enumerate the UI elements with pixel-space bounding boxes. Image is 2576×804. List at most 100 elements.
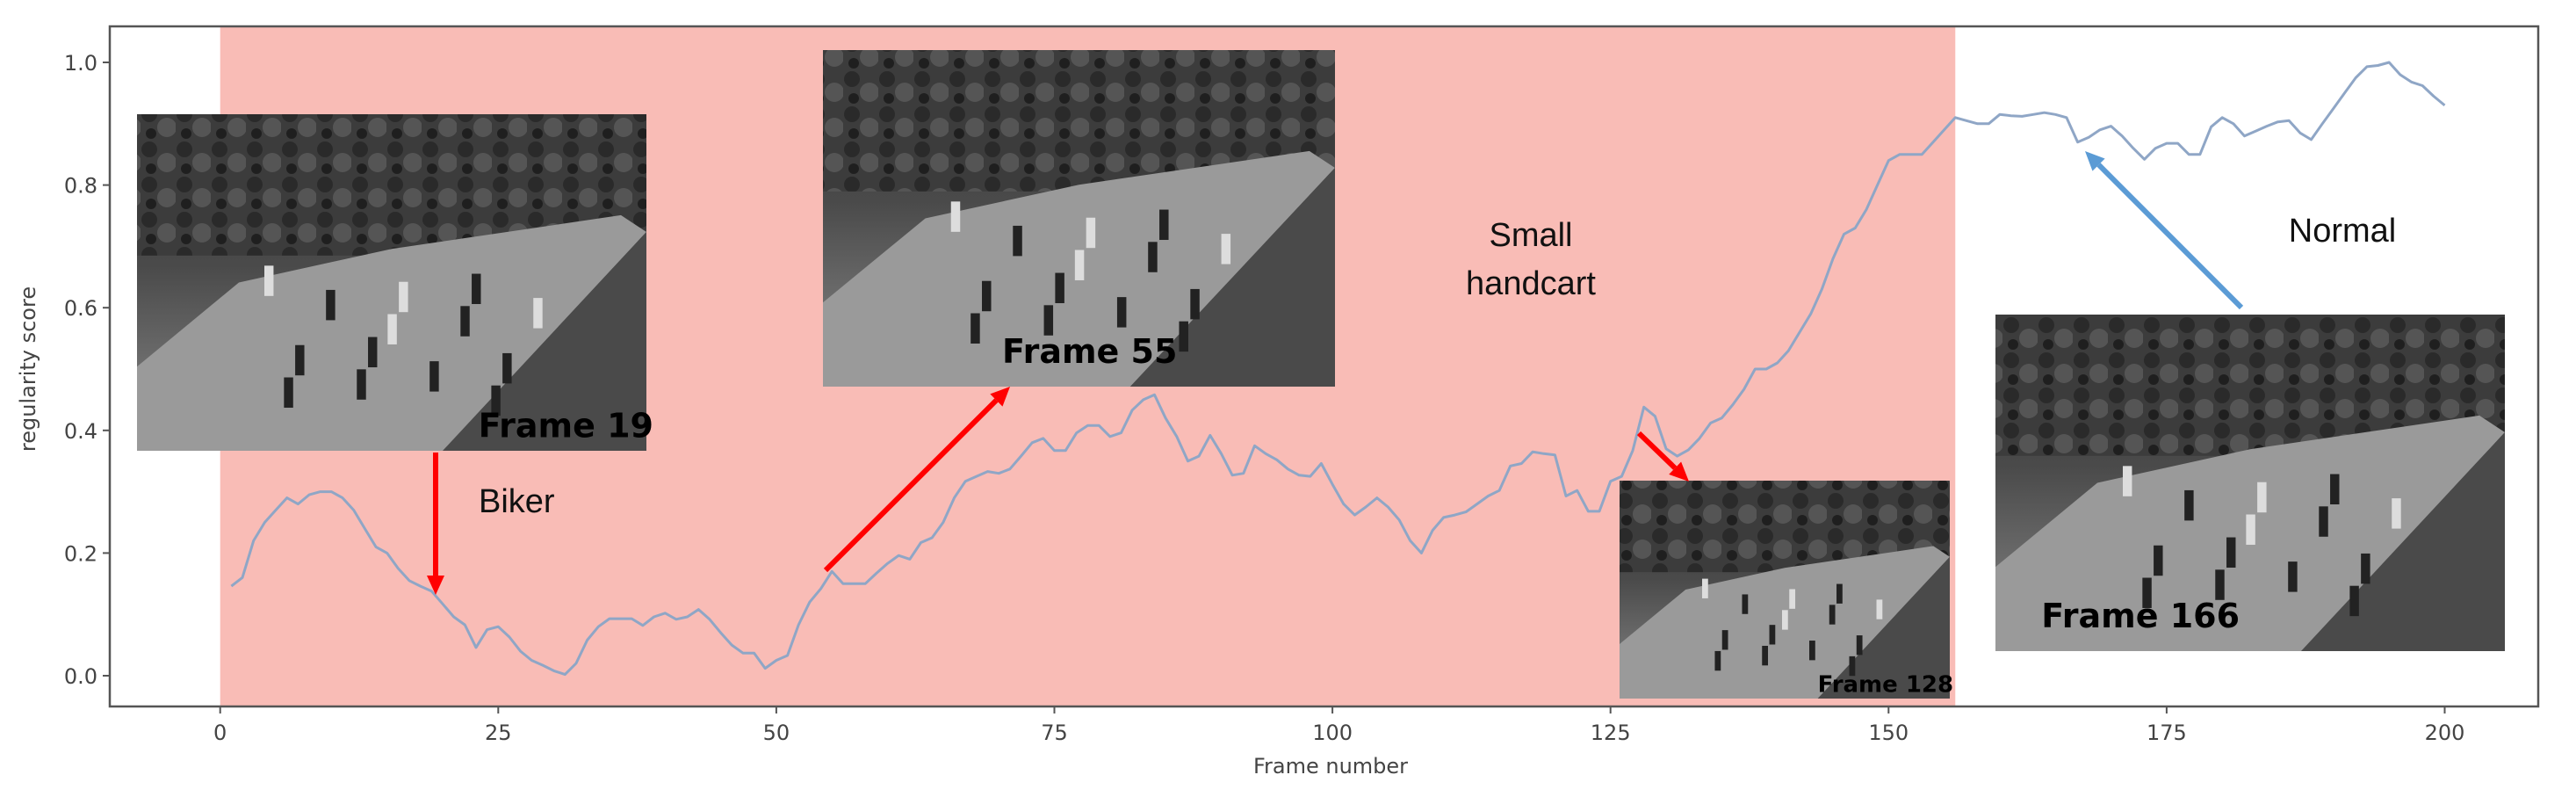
arrow-head (990, 387, 1010, 407)
thumbnail-person (2123, 466, 2132, 496)
thumbnail-person (2142, 577, 2152, 608)
annotation-small-handcart-line1: Small (1489, 217, 1572, 254)
frame-label: Frame 55 (1002, 332, 1177, 371)
thumbnail-person (387, 314, 397, 344)
thumbnail-person (2392, 498, 2401, 529)
y-tick-label: 0.2 (64, 541, 97, 566)
thumbnail-person (1190, 288, 1200, 320)
y-tick-label: 0.8 (64, 174, 97, 199)
thumbnail-person (2215, 569, 2225, 600)
thumbnail-person (326, 289, 336, 321)
thumbnail-person (357, 369, 366, 400)
thumbnail-person (2154, 545, 2163, 576)
annotation-normal: Normal (2289, 213, 2396, 250)
frame-thumbnail: Frame 128 (1620, 481, 1953, 699)
thumbnail-person (1043, 305, 1054, 336)
y-tick-label: 0.6 (64, 296, 97, 321)
thumbnail-person (1721, 630, 1728, 650)
thumbnail-person (460, 306, 470, 337)
thumbnail-person (1762, 645, 1769, 666)
thumbnail-person (2184, 489, 2194, 521)
x-tick-label: 75 (1041, 721, 1068, 745)
thumbnail-person (1159, 209, 1169, 241)
x-tick-label: 150 (1868, 721, 1909, 745)
thumbnail-person (1876, 599, 1883, 619)
arrow-head (427, 576, 444, 595)
thumbnail-person (1809, 641, 1815, 661)
thumbnail-person (1856, 635, 1863, 656)
thumbnail-person (1221, 234, 1231, 264)
thumbnail-person (1781, 610, 1788, 630)
thumbnail-person (2226, 537, 2236, 569)
thumbnail-person (264, 265, 274, 296)
thumbnail-person (1769, 625, 1776, 645)
thumbnail-person (2349, 585, 2359, 617)
thumbnail-person (399, 281, 408, 313)
y-tick-label: 0.4 (64, 419, 97, 444)
thumbnail-person (2257, 482, 2267, 513)
thumbnail-person (2330, 474, 2340, 505)
y-tick-label: 1.0 (64, 51, 97, 76)
thumbnail-person (1702, 578, 1708, 598)
y-axis-label: regularity score (16, 286, 40, 452)
x-tick-label: 125 (1591, 721, 1631, 745)
thumbnail-person (1074, 250, 1085, 280)
thumbnail-person (1714, 650, 1721, 671)
frame128-arrow (1636, 431, 1689, 482)
thumbnail-person (284, 377, 293, 408)
frame-label: Frame 166 (2041, 597, 2240, 635)
thumbnail-person (1055, 272, 1064, 304)
thumbnail-person (295, 344, 305, 376)
frame-thumbnail: Frame 19 (137, 114, 653, 451)
thumbnail-person (2288, 561, 2298, 592)
thumbnail-person (950, 201, 961, 232)
x-tick-label: 0 (213, 721, 227, 745)
frame-thumbnail: Frame 55 (823, 50, 1335, 387)
thumbnail-person (971, 313, 980, 344)
thumbnail-person (1148, 242, 1158, 272)
thumbnail-person (533, 298, 543, 329)
score-line (230, 61, 2446, 677)
x-tick-label: 200 (2425, 721, 2465, 745)
thumbnail-person (502, 352, 512, 384)
thumbnail-person (1116, 297, 1127, 328)
y-tick-label: 0.0 (64, 664, 97, 689)
x-tick-label: 25 (485, 721, 512, 745)
thumbnail-person (429, 361, 439, 392)
thumbnail-person (2319, 506, 2328, 537)
thumbnail-person (2246, 514, 2255, 545)
thumbnail-person (1086, 217, 1096, 249)
axes-frame (108, 25, 2540, 708)
arrow-shaft (2096, 163, 2244, 310)
thumbnail-person (1013, 225, 1022, 257)
thumbnail-person (1789, 589, 1796, 609)
annotation-small-handcart-line2: handcart (1466, 265, 1596, 302)
arrow-shaft (1636, 431, 1678, 470)
frame-label: Frame 128 (1818, 672, 1954, 699)
normal-arrow (2085, 151, 2244, 310)
thumbnail-person (1836, 583, 1843, 604)
x-tick-label: 50 (763, 721, 790, 745)
frame-label: Frame 19 (479, 407, 653, 445)
thumbnail-person (1829, 605, 1836, 625)
x-tick-label: 175 (2147, 721, 2187, 745)
biker-arrow (427, 453, 444, 595)
frame55-arrow (823, 387, 1010, 573)
arrow-head (2085, 151, 2105, 171)
frame-thumbnail: Frame 166 (1995, 315, 2505, 651)
annotation-biker: Biker (479, 483, 555, 520)
thumbnail-person (982, 280, 992, 312)
thumbnail-person (472, 273, 481, 305)
arrow-shaft (823, 398, 999, 573)
x-tick-label: 100 (1312, 721, 1353, 745)
thumbnail-person (1849, 656, 1856, 677)
thumbnail-person (1742, 594, 1749, 614)
x-axis-label: Frame number (1253, 754, 1408, 779)
arrow-head (1669, 461, 1689, 482)
thumbnail-person (368, 337, 378, 368)
thumbnail-person (2361, 553, 2370, 584)
thumbnail-person (1179, 321, 1188, 352)
thumbnail-person (491, 385, 501, 416)
